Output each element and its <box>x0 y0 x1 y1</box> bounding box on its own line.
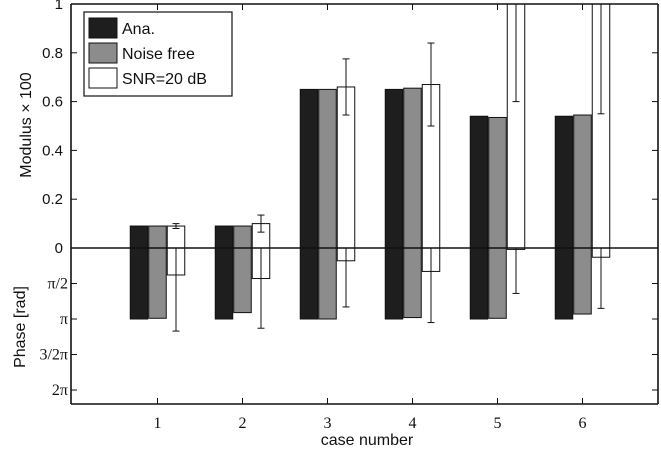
bar-phase-noise-free-6 <box>573 247 592 315</box>
bar-phase-noise-free-4 <box>403 247 422 319</box>
ytick-label-phase: 2π <box>52 382 68 399</box>
bar-modulus-ana--3 <box>299 88 319 249</box>
bar-modulus-noise-free-6 <box>573 114 592 249</box>
bar-modulus-ana--6 <box>554 115 574 249</box>
legend-swatch-ana- <box>88 17 118 39</box>
axes-frame <box>70 3 659 405</box>
legend-label: Noise free <box>122 46 195 63</box>
legend: Ana. Noise free SNR=20 dB <box>83 11 233 97</box>
xtick-label: 6 <box>579 415 587 432</box>
ytick-label-modulus: 1 <box>55 0 63 13</box>
bar-modulus-ana--5 <box>469 115 489 249</box>
bar-phase-noise-free-2 <box>233 247 252 314</box>
bar-modulus-ana--1 <box>129 225 149 249</box>
ytick-label-phase: π <box>60 311 68 328</box>
axis-ticks: 0 0.2 0.4 0.6 0.8 1 π/2 π 3/2π 2π 1 2 3 4 5 6 <box>39 0 658 432</box>
bar-modulus-ana--2 <box>214 225 234 249</box>
bar-phase-ana--5 <box>469 247 489 320</box>
ytick-label-phase: 3/2π <box>39 347 68 364</box>
bar-modulus-noise-free-2 <box>233 225 252 249</box>
xtick-label: 5 <box>494 415 502 432</box>
bar-phase-noise-free-1 <box>148 247 167 319</box>
y-axis-label-phase: Phase [rad] <box>12 286 29 368</box>
bar-modulus-noise-free-3 <box>318 88 337 249</box>
legend-label: SNR=20 dB <box>122 71 207 88</box>
xtick-label: 3 <box>324 415 332 432</box>
ytick-label-modulus: 0.2 <box>42 191 63 208</box>
bar-phase-ana--2 <box>214 247 234 320</box>
bar-phase-noise-free-5 <box>488 247 507 319</box>
bar-phase-ana--4 <box>384 247 404 320</box>
xtick-label: 1 <box>154 415 162 432</box>
legend-swatch-noise-free <box>88 42 118 64</box>
ytick-label-modulus: 0.6 <box>42 94 63 111</box>
x-axis-label: case number <box>321 432 414 449</box>
ytick-label-phase: π/2 <box>47 276 68 293</box>
bar-phase-ana--3 <box>299 247 319 320</box>
y-axis-label-modulus: Modulus × 100 <box>18 72 35 178</box>
legend-label: Ana. <box>122 21 155 38</box>
bar-modulus-snr-20-db-1 <box>166 225 186 249</box>
ytick-label-modulus: 0.4 <box>42 142 63 159</box>
bar-modulus-ana--4 <box>384 88 404 249</box>
legend-swatch-snr-20-db <box>88 67 118 89</box>
bar-phase-ana--6 <box>554 247 574 320</box>
ytick-label-modulus: 0 <box>55 240 63 257</box>
xtick-label: 2 <box>239 415 247 432</box>
phase-bars <box>129 247 611 320</box>
bar-phase-ana--1 <box>129 247 149 320</box>
xtick-label: 4 <box>409 415 417 432</box>
bar-modulus-noise-free-4 <box>403 87 422 249</box>
bar-modulus-noise-free-1 <box>148 225 167 249</box>
ytick-label-modulus: 0.8 <box>42 45 63 62</box>
bar-modulus-noise-free-5 <box>488 116 507 249</box>
bar-phase-noise-free-3 <box>318 247 337 320</box>
error-bars <box>172 4 605 332</box>
modulus-bars <box>129 3 611 249</box>
